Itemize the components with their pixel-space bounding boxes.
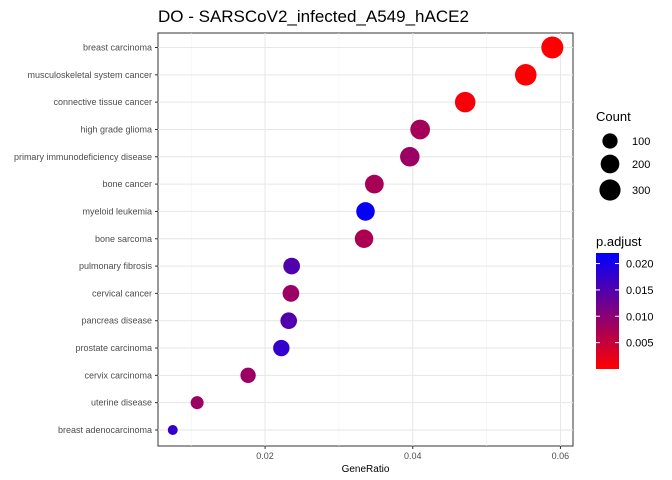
data-point bbox=[410, 119, 430, 140]
data-point bbox=[273, 339, 290, 357]
data-point bbox=[454, 91, 476, 113]
y-tick-label: primary immunodeficiency disease bbox=[14, 152, 152, 162]
y-tick-label: bone sarcoma bbox=[95, 234, 152, 244]
y-tick-label: pancreas disease bbox=[81, 316, 152, 326]
y-tick-label: musculoskeletal system cancer bbox=[27, 70, 152, 80]
color-legend-label: 0.015 bbox=[626, 285, 654, 297]
size-legend-label: 200 bbox=[632, 159, 650, 171]
data-point bbox=[190, 396, 204, 410]
y-tick-label: cervix carcinoma bbox=[84, 370, 152, 380]
y-tick-label: breast adenocarcinoma bbox=[58, 425, 152, 435]
data-point bbox=[541, 36, 564, 59]
data-point bbox=[354, 229, 374, 249]
color-legend-label: 0.020 bbox=[626, 259, 654, 271]
data-point bbox=[167, 425, 178, 435]
size-legend-title: Count bbox=[596, 109, 631, 124]
size-legend-dot bbox=[599, 179, 621, 201]
y-tick-label: cervical cancer bbox=[92, 288, 152, 298]
x-tick-label: 0.02 bbox=[256, 451, 274, 461]
x-axis-title: GeneRatio bbox=[342, 464, 390, 475]
color-legend-bar bbox=[596, 253, 619, 369]
x-tick-label: 0.06 bbox=[552, 451, 570, 461]
y-tick-label: uterine disease bbox=[91, 398, 152, 408]
y-tick-label: prostate carcinoma bbox=[75, 343, 152, 353]
data-point bbox=[240, 367, 256, 384]
size-legend-dot bbox=[600, 154, 620, 174]
y-tick-label: high grade glioma bbox=[80, 124, 152, 134]
data-points bbox=[167, 36, 564, 435]
data-point bbox=[356, 202, 375, 221]
x-tick-label: 0.04 bbox=[404, 451, 422, 461]
size-legend-dot bbox=[602, 133, 618, 149]
y-tick-label: breast carcinoma bbox=[83, 43, 152, 53]
y-tick-label: bone cancer bbox=[102, 179, 152, 189]
color-legend-label: 0.010 bbox=[626, 311, 654, 323]
y-tick-label: pulmonary fibrosis bbox=[79, 261, 153, 271]
size-legend-label: 300 bbox=[632, 185, 650, 197]
size-legend: Count 100 200 300 bbox=[596, 109, 650, 201]
data-point bbox=[400, 147, 420, 167]
y-gridlines bbox=[158, 47, 573, 431]
data-point bbox=[282, 285, 300, 302]
data-point bbox=[364, 174, 384, 194]
y-tick-label: connective tissue cancer bbox=[53, 97, 152, 107]
color-legend-title: p.adjust bbox=[596, 234, 642, 249]
data-point bbox=[280, 312, 298, 330]
chart-title: DO - SARSCoV2_infected_A549_hACE2 bbox=[158, 7, 469, 26]
y-tick-label: myeloid leukemia bbox=[82, 206, 152, 216]
size-legend-label: 100 bbox=[632, 136, 650, 148]
data-point bbox=[283, 257, 301, 275]
color-legend-label: 0.005 bbox=[626, 338, 654, 350]
color-legend: p.adjust 0.005 0.010 0.015 0.020 bbox=[596, 234, 654, 369]
data-point bbox=[514, 64, 537, 86]
y-axis-labels: breast carcinoma musculoskeletal system c… bbox=[14, 43, 158, 435]
x-axis-labels: 0.02 0.04 0.06 bbox=[256, 446, 569, 461]
